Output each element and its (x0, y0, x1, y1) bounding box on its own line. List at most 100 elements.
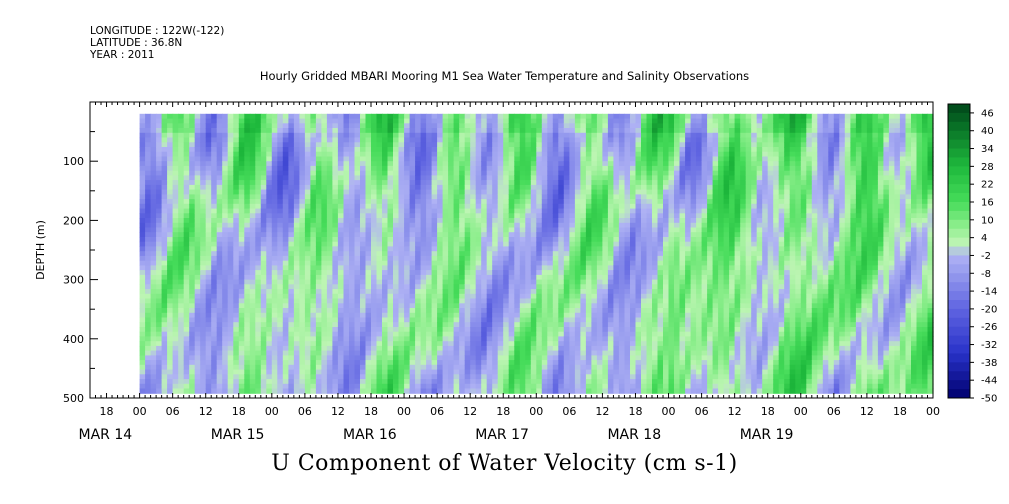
heat-cell (453, 279, 460, 285)
heat-cell (591, 161, 598, 167)
heat-cell (503, 360, 510, 366)
heat-cell (387, 142, 394, 148)
heat-cell (337, 293, 344, 300)
heat-cell (404, 327, 411, 333)
heat-cell (453, 308, 460, 314)
heat-cell (486, 189, 493, 195)
heat-cell (343, 260, 350, 266)
heat-cell (437, 218, 444, 224)
heat-cell (150, 355, 157, 361)
heat-cell (145, 222, 152, 229)
heat-cell (150, 147, 157, 153)
heat-cell (310, 317, 317, 323)
heat-cell (574, 237, 581, 243)
heat-cell (470, 156, 477, 162)
heat-cell (508, 237, 515, 243)
heat-cell (277, 312, 284, 319)
heat-cell (293, 251, 300, 257)
heat-cell (459, 255, 466, 262)
heat-cell (508, 203, 515, 210)
heat-cell (238, 383, 245, 390)
heat-cell (332, 175, 339, 181)
heat-cell (299, 199, 306, 205)
heat-cell (541, 213, 548, 219)
heat-cell (360, 132, 367, 139)
heat-cell (299, 255, 306, 262)
heat-cell (260, 388, 267, 394)
heat-cell (470, 132, 477, 139)
heat-cell (558, 142, 565, 148)
heat-cell (530, 383, 537, 390)
heat-cell (315, 151, 322, 157)
heat-cell (486, 151, 493, 157)
heat-cell (525, 170, 532, 176)
heat-cell (475, 270, 482, 276)
heat-cell (442, 364, 449, 371)
heat-cell (371, 298, 378, 304)
heat-cell (266, 303, 273, 309)
heat-cell (172, 383, 179, 390)
heat-cell (260, 369, 267, 375)
heat-cell (547, 137, 554, 143)
heat-cell (189, 350, 196, 356)
heat-cell (580, 118, 587, 124)
heat-cell (525, 270, 532, 276)
heat-cell (304, 151, 311, 157)
heat-cell (349, 345, 356, 352)
heat-cell (530, 213, 537, 219)
heat-cell (271, 355, 278, 361)
heat-cell (360, 341, 367, 347)
heat-cell (536, 379, 543, 385)
heat-cell (205, 274, 212, 281)
heat-cell (337, 161, 344, 167)
heat-cell (227, 151, 234, 157)
heat-cell (150, 374, 157, 380)
heat-cell (288, 213, 295, 219)
heat-cell (426, 270, 433, 276)
heat-cell (409, 199, 416, 205)
heat-cell (365, 345, 372, 352)
heat-cell (315, 113, 322, 120)
heat-cell (194, 251, 201, 257)
heat-cell (409, 312, 416, 319)
heat-cell (547, 374, 554, 380)
heat-cell (497, 331, 504, 337)
heat-cell (343, 199, 350, 205)
heat-cell (304, 156, 311, 162)
heat-cell (530, 194, 537, 200)
heat-cell (365, 265, 372, 271)
heat-cell (277, 161, 284, 167)
heat-cell (437, 360, 444, 366)
heat-cell (376, 232, 383, 238)
heat-cell (563, 374, 570, 380)
heat-cell (249, 151, 256, 157)
heat-cell (271, 251, 278, 257)
heat-cell (304, 222, 311, 229)
heat-cell (409, 113, 416, 120)
heat-cell (354, 203, 361, 210)
heat-cell (321, 151, 328, 157)
heat-cell (420, 360, 427, 366)
heat-cell (371, 265, 378, 271)
heat-cell (470, 279, 477, 285)
heat-cell (216, 303, 223, 309)
heat-cell (337, 374, 344, 380)
heat-cell (442, 270, 449, 276)
heat-cell (183, 147, 190, 153)
heat-cell (332, 232, 339, 238)
heat-cell (459, 222, 466, 229)
heat-cell (315, 132, 322, 139)
heat-cell (415, 383, 422, 390)
heat-cell (387, 327, 394, 333)
heat-cell (271, 232, 278, 238)
heat-cell (244, 213, 251, 219)
heat-cell (244, 331, 251, 337)
heat-cell (387, 298, 394, 304)
heat-cell (442, 289, 449, 295)
heatmap-field (139, 113, 934, 394)
heat-cell (282, 241, 289, 247)
heat-cell (563, 213, 570, 219)
heat-cell (547, 142, 554, 148)
heat-cell (326, 260, 333, 266)
